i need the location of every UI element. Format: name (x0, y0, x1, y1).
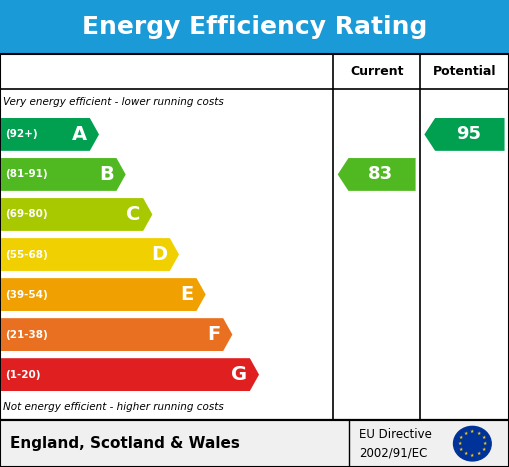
Text: ★: ★ (459, 435, 464, 440)
Text: Very energy efficient - lower running costs: Very energy efficient - lower running co… (3, 97, 223, 106)
Polygon shape (1, 278, 206, 311)
Text: England, Scotland & Wales: England, Scotland & Wales (10, 436, 240, 451)
Text: 83: 83 (368, 165, 393, 184)
Text: ★: ★ (464, 431, 468, 436)
Text: 95: 95 (456, 126, 481, 143)
Text: ★: ★ (470, 453, 474, 458)
Polygon shape (1, 158, 126, 191)
Text: C: C (126, 205, 140, 224)
Text: ★: ★ (481, 447, 486, 452)
Text: ★: ★ (458, 441, 462, 446)
Text: ★: ★ (470, 429, 474, 434)
Text: ★: ★ (476, 431, 481, 436)
Text: Energy Efficiency Rating: Energy Efficiency Rating (82, 15, 427, 39)
Text: (55-68): (55-68) (5, 249, 48, 260)
Text: EU Directive
2002/91/EC: EU Directive 2002/91/EC (359, 428, 432, 459)
Text: F: F (207, 325, 220, 344)
Text: (69-80): (69-80) (5, 210, 48, 219)
Text: Potential: Potential (433, 65, 496, 78)
Text: (21-38): (21-38) (5, 330, 48, 340)
Text: Not energy efficient - higher running costs: Not energy efficient - higher running co… (3, 403, 223, 412)
Polygon shape (1, 118, 99, 151)
Text: ★: ★ (483, 441, 487, 446)
Text: ★: ★ (464, 451, 468, 456)
Polygon shape (1, 318, 232, 351)
Bar (0, 420, 509, 467)
Text: ★: ★ (459, 447, 464, 452)
Polygon shape (338, 158, 415, 191)
Bar (0, 0, 509, 54)
Text: (1-20): (1-20) (5, 369, 41, 380)
Circle shape (454, 426, 491, 461)
Text: (39-54): (39-54) (5, 290, 48, 299)
Text: (81-91): (81-91) (5, 170, 48, 179)
Text: (92+): (92+) (5, 129, 38, 140)
Polygon shape (425, 118, 504, 151)
Text: ★: ★ (481, 435, 486, 440)
Text: G: G (231, 365, 247, 384)
Polygon shape (1, 198, 152, 231)
Polygon shape (1, 358, 259, 391)
Text: E: E (181, 285, 194, 304)
Bar (0, 54, 509, 420)
Text: A: A (72, 125, 88, 144)
Text: ★: ★ (476, 451, 481, 456)
Text: B: B (99, 165, 114, 184)
Polygon shape (1, 238, 179, 271)
Text: D: D (151, 245, 167, 264)
Text: Current: Current (350, 65, 404, 78)
